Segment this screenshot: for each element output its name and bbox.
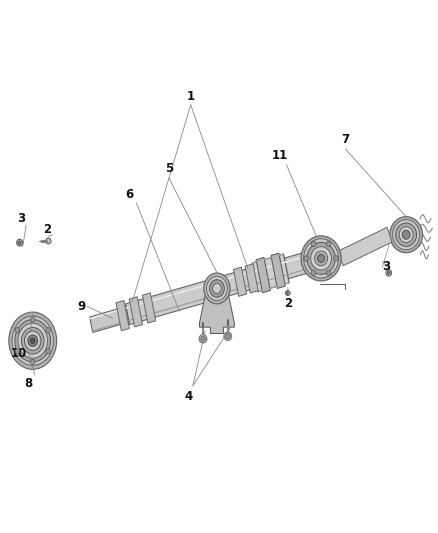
Ellipse shape	[31, 317, 35, 322]
Ellipse shape	[224, 332, 232, 341]
Ellipse shape	[201, 336, 205, 341]
Ellipse shape	[402, 230, 410, 239]
Polygon shape	[233, 267, 247, 296]
Ellipse shape	[18, 323, 47, 358]
Ellipse shape	[31, 359, 35, 365]
Polygon shape	[90, 306, 129, 333]
Polygon shape	[338, 227, 392, 266]
Ellipse shape	[399, 227, 413, 243]
Polygon shape	[129, 297, 142, 327]
Ellipse shape	[15, 327, 20, 333]
Ellipse shape	[388, 271, 390, 274]
Polygon shape	[252, 254, 289, 292]
Polygon shape	[116, 301, 129, 331]
Ellipse shape	[304, 256, 309, 261]
Ellipse shape	[21, 327, 44, 354]
Ellipse shape	[199, 335, 207, 343]
Ellipse shape	[334, 256, 339, 261]
Text: 9: 9	[78, 300, 86, 313]
Text: 2: 2	[43, 223, 51, 236]
Ellipse shape	[15, 319, 50, 362]
Ellipse shape	[396, 223, 417, 246]
Ellipse shape	[46, 327, 50, 333]
Ellipse shape	[46, 238, 51, 244]
Polygon shape	[271, 253, 285, 288]
Ellipse shape	[287, 292, 289, 294]
Text: 2: 2	[285, 297, 293, 310]
Ellipse shape	[326, 270, 331, 276]
Text: 6: 6	[126, 189, 134, 201]
Ellipse shape	[304, 239, 339, 278]
Ellipse shape	[311, 270, 316, 276]
Ellipse shape	[46, 349, 50, 354]
Text: 7: 7	[341, 133, 349, 146]
Ellipse shape	[392, 220, 420, 250]
Ellipse shape	[318, 254, 325, 262]
Ellipse shape	[12, 316, 53, 366]
Ellipse shape	[212, 284, 221, 294]
Ellipse shape	[286, 290, 290, 296]
Ellipse shape	[326, 241, 331, 247]
Text: 3: 3	[17, 212, 25, 225]
Ellipse shape	[204, 273, 230, 304]
Ellipse shape	[311, 241, 316, 247]
Polygon shape	[223, 263, 272, 296]
Ellipse shape	[311, 247, 332, 270]
Ellipse shape	[209, 280, 224, 297]
Polygon shape	[245, 264, 258, 293]
Text: 10: 10	[11, 348, 27, 360]
Text: 5: 5	[165, 162, 173, 175]
Text: 4: 4	[184, 390, 193, 403]
Ellipse shape	[28, 335, 38, 346]
Polygon shape	[199, 291, 234, 334]
Text: 3: 3	[382, 260, 391, 273]
Text: 11: 11	[272, 149, 288, 161]
Ellipse shape	[25, 331, 41, 351]
Ellipse shape	[9, 312, 57, 369]
Ellipse shape	[226, 334, 230, 338]
Polygon shape	[142, 293, 156, 323]
Text: 1: 1	[187, 90, 195, 103]
Ellipse shape	[15, 349, 20, 354]
Text: 8: 8	[24, 377, 32, 390]
Ellipse shape	[307, 243, 335, 274]
Ellipse shape	[31, 338, 35, 343]
Polygon shape	[126, 278, 219, 325]
Polygon shape	[268, 248, 321, 284]
Ellipse shape	[17, 239, 23, 246]
Ellipse shape	[18, 241, 21, 244]
Ellipse shape	[301, 236, 341, 281]
Ellipse shape	[314, 251, 328, 266]
Polygon shape	[256, 257, 270, 293]
Ellipse shape	[206, 276, 227, 301]
Ellipse shape	[390, 216, 423, 253]
Ellipse shape	[386, 270, 392, 276]
